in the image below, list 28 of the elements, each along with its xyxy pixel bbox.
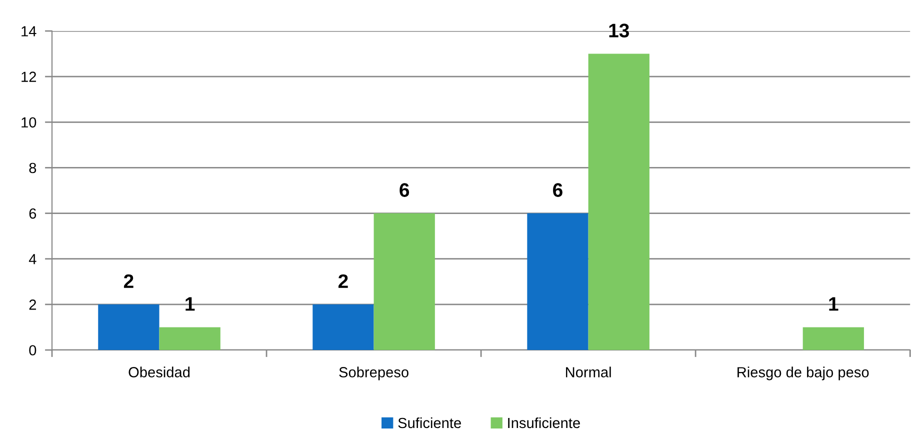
- bar: [159, 327, 220, 350]
- y-tick-label: 12: [22, 72, 36, 82]
- data-label: 13: [609, 24, 629, 38]
- y-tick-label: 8: [29, 162, 36, 174]
- y-tick-label: 6: [29, 208, 36, 219]
- y-tick-label: 0: [29, 345, 36, 356]
- x-tick-label: Normal: [566, 366, 611, 378]
- data-label: 1: [186, 297, 195, 311]
- data-label: 2: [124, 274, 134, 288]
- x-tick-label: Obesidad: [128, 366, 190, 378]
- bar: [374, 213, 435, 350]
- y-tick-label: 2: [29, 300, 36, 310]
- bar: [312, 304, 374, 350]
- data-label: 6: [400, 183, 410, 197]
- bar: [588, 54, 650, 350]
- data-label: 2: [338, 274, 348, 288]
- data-label: 6: [553, 183, 562, 197]
- y-tick-label: 10: [22, 117, 36, 128]
- legend-label: Insuficiente: [508, 417, 580, 428]
- x-tick-label: Sobrepeso: [339, 366, 408, 380]
- bar: [527, 213, 588, 350]
- legend-label: Suficiente: [398, 417, 461, 428]
- y-tick-label: 14: [22, 26, 36, 36]
- data-label: 1: [829, 297, 838, 311]
- y-tick-label: 4: [28, 254, 36, 264]
- x-tick-label: Riesgo de bajo peso: [738, 366, 869, 380]
- bar: [802, 327, 864, 350]
- bar: [98, 304, 160, 350]
